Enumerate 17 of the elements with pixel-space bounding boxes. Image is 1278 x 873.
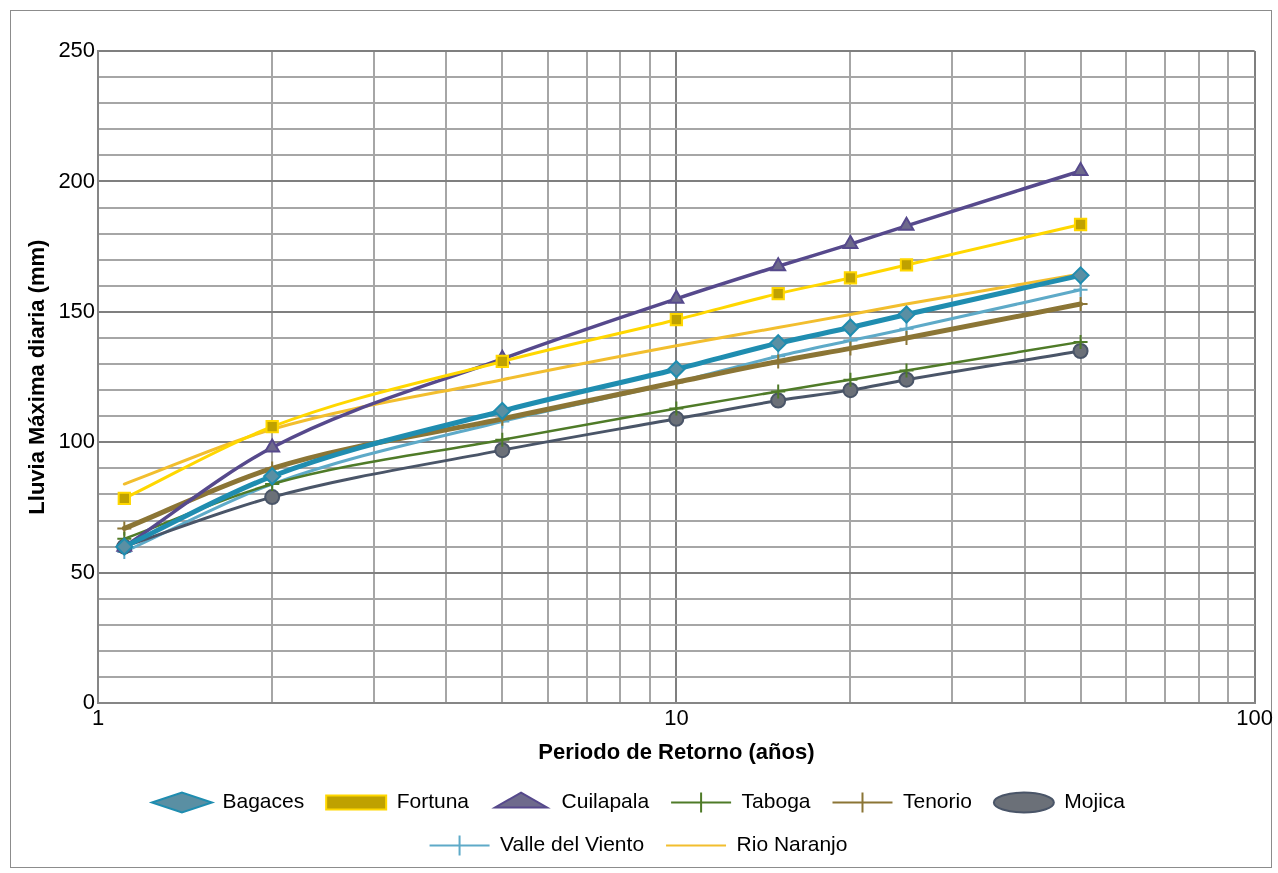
legend-label: Bagaces <box>222 789 305 813</box>
y-tick-label: 250 <box>58 37 96 63</box>
legend-label: Taboga <box>741 789 811 813</box>
legend-label: Tenorio <box>903 789 972 813</box>
legend-label: Cuilapala <box>561 789 650 813</box>
x-tick-label: 10 <box>664 705 689 731</box>
y-tick-label: 100 <box>58 428 96 454</box>
x-axis-title: Periodo de Retorno (años) <box>538 738 815 764</box>
legend-label: Fortuna <box>396 789 470 813</box>
y-tick-label: 50 <box>70 558 96 584</box>
y-tick-label: 150 <box>58 297 96 323</box>
x-tick-label: 100 <box>1236 705 1274 731</box>
y-axis-title: Lluvia Máxima diaria (mm) <box>24 239 50 515</box>
legend-label: Valle del Viento <box>500 832 645 856</box>
legend-label: Mojica <box>1064 789 1126 813</box>
legend-label: Rio Naranjo <box>736 832 848 856</box>
y-tick-label: 200 <box>58 167 96 193</box>
